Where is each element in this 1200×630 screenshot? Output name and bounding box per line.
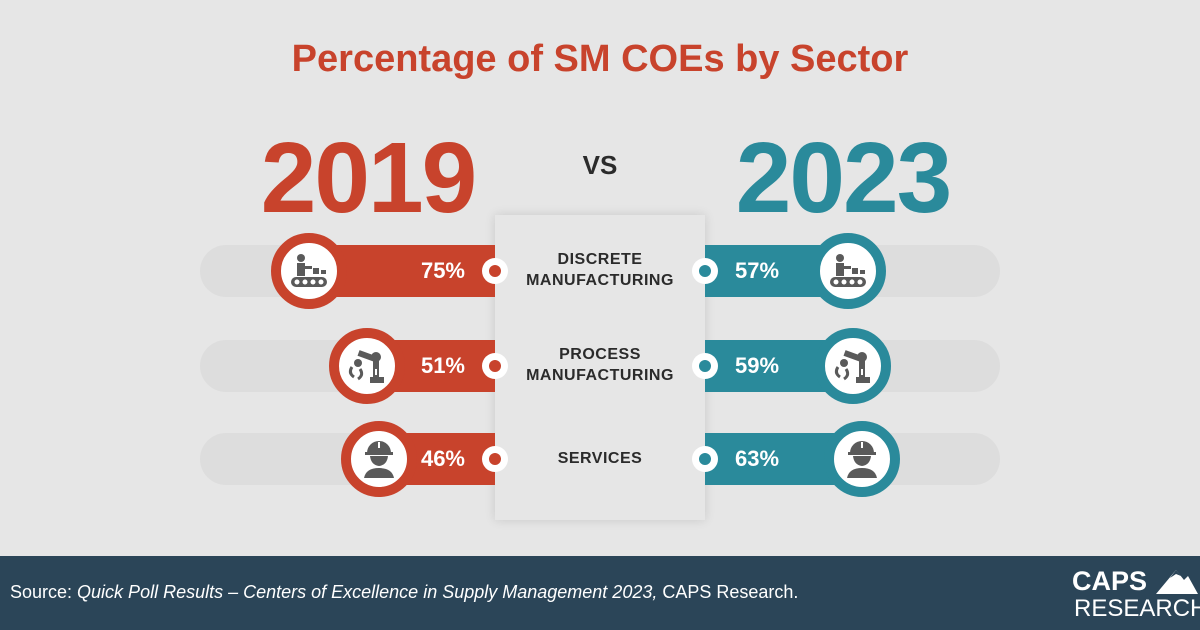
value-label-2019: 75% [420,258,465,283]
source-title: Quick Poll Results – Centers of Excellen… [77,582,658,602]
marker-dot-2019 [482,353,508,379]
mountain-icon [1156,570,1198,594]
sector-label-line1: SERVICES [557,450,643,467]
sector-label-line1: PROCESS [559,346,641,363]
value-label-2023: 57% [735,258,780,283]
logo-caps-text: CAPS [1072,566,1148,596]
footer-bar: Source: Quick Poll Results – Centers of … [0,556,1200,630]
robot-arm-icon [814,328,891,404]
marker-dot-2023 [692,446,718,472]
caps-research-logo: CAPS RESEARCH [1072,564,1200,626]
marker-dot-2023 [692,258,718,284]
year-2019-heading: 2019 [260,122,477,234]
marker-dot-2023 [692,353,718,379]
marker-dot-2019 [482,446,508,472]
source-citation: Source: Quick Poll Results – Centers of … [10,582,798,603]
center-label-band [495,215,705,520]
worker-helmet-icon [340,421,417,497]
worker-helmet-icon [824,421,901,497]
conveyor-worker-icon [809,233,886,309]
source-suffix: CAPS Research. [657,582,799,602]
sector-label-line2: MANUFACTURING [526,272,674,289]
sector-label-line2: MANUFACTURING [526,367,674,384]
sector-label-line1: DISCRETE [557,251,643,268]
robot-arm-icon [328,328,405,404]
source-prefix: Source: [10,582,78,602]
logo-research-text: RESEARCH [1074,595,1200,622]
value-label-2019: 51% [420,353,465,378]
value-label-2019: 46% [420,446,465,471]
vs-label: VS [582,150,618,180]
sector-label: DISCRETE MANUFACTURING [495,249,705,291]
chart-title: Percentage of SM COEs by Sector [291,38,909,80]
year-2023-heading: 2023 [735,122,952,234]
value-label-2023: 63% [735,446,780,471]
value-label-2023: 59% [735,353,780,378]
sector-label: PROCESS MANUFACTURING [495,344,705,386]
conveyor-worker-icon [271,233,347,309]
marker-dot-2019 [482,258,508,284]
sector-label: SERVICES [495,448,705,469]
